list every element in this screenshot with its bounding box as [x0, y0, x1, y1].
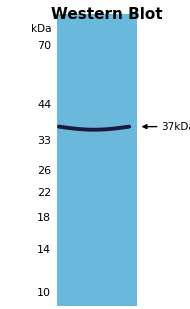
Text: 44: 44	[37, 100, 51, 110]
Text: 26: 26	[37, 166, 51, 176]
Text: 14: 14	[37, 245, 51, 255]
Text: 70: 70	[37, 41, 51, 51]
Text: Western Blot: Western Blot	[51, 7, 162, 22]
Text: 10: 10	[37, 288, 51, 298]
Bar	[57, 14, 137, 306]
Text: 33: 33	[37, 136, 51, 146]
Text: 22: 22	[37, 188, 51, 197]
Text: kDa: kDa	[31, 24, 51, 34]
Text: 37kDa: 37kDa	[162, 122, 190, 132]
Text: 18: 18	[37, 213, 51, 223]
